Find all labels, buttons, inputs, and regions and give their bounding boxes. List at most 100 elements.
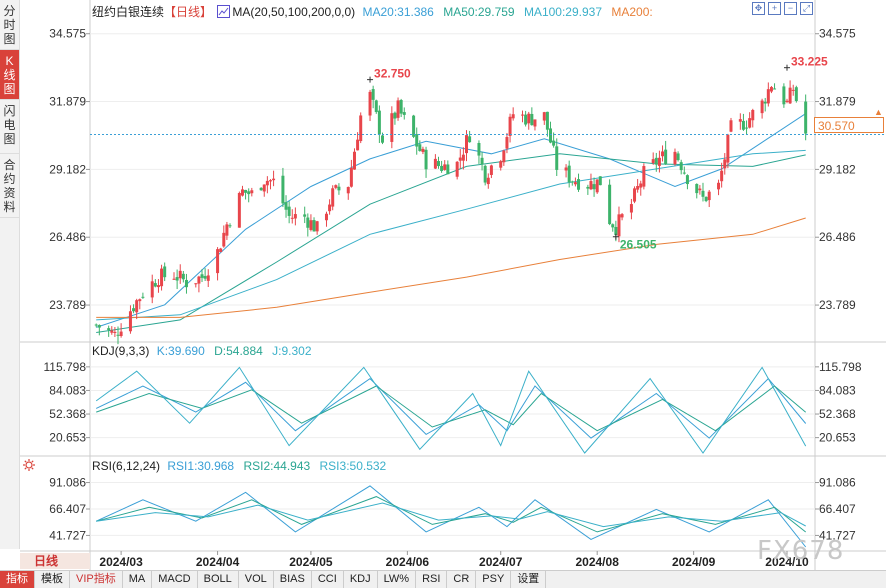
tab-settings[interactable]: 设置 [511,571,547,588]
ma200-value: MA200: [611,5,653,19]
kline-chart[interactable]: 34.575 34.575 31.879 31.879 29.182 29.182 26.4… [0,0,886,570]
candle-down [116,334,120,336]
tab-lightning[interactable]: 闪电图 [0,100,19,154]
candle-up [359,115,363,142]
kdj-j-value: J:9.302 [272,344,312,358]
candle-down [287,206,291,216]
candle-down [695,183,699,194]
candle-up [791,89,795,91]
candle-down [380,135,384,143]
tab-vol[interactable]: VOL [239,571,274,588]
candle-up [433,158,437,169]
candle-up [172,278,176,280]
candle-down [306,217,310,228]
candle-up [723,159,727,169]
indicator-tab-bar: 指标 模板 VIP指标 MA MACD BOLL VOL BIAS CCI KD… [0,570,886,588]
candle-up [620,214,624,218]
ma-label: MA(20,50,100,200,0,0) [232,5,356,19]
tab-kdj[interactable]: KDJ [344,571,378,588]
candle-down [555,146,559,170]
candle-down [415,134,419,147]
candle-up [178,270,182,279]
candle-up [589,181,593,190]
candle-up [639,183,643,188]
tab-cr[interactable]: CR [447,571,477,588]
period-selector[interactable]: 日线 [20,553,90,569]
candle-down [592,184,596,190]
candle-up [461,154,465,161]
candle-down [763,101,767,104]
tab-kline[interactable]: K线图 [0,50,19,100]
candle-down [412,115,416,137]
candle-up [368,91,372,116]
date-axis-label: 2024/03 [99,555,143,569]
candle-down [577,179,581,190]
rsi2-value: RSI2:44.943 [243,459,311,473]
price-axis-tick-label-left: 29.182 [49,162,86,176]
candle-down [741,120,745,130]
zoom-out-icon[interactable]: − [784,2,797,15]
ma20-value: MA20:31.386 [362,5,434,19]
candle-up [511,114,515,119]
candle-up [421,148,425,152]
price-arrow-icon: ▲ [874,107,883,117]
candle-up [160,268,164,287]
ma100-value: MA100:29.937 [523,5,602,19]
kdj-d-value: D:54.884 [214,344,263,358]
kdj-axis-tick-label-left: 52.368 [49,407,86,421]
tab-contract-info[interactable]: 合约资料 [0,154,19,218]
tab-vip-indicators[interactable]: VIP指标 [70,571,123,588]
candle-up [573,182,577,185]
candle-up [629,204,633,213]
rsi-axis-tick-label-left: 41.727 [49,528,86,542]
candle-up [110,330,114,333]
candle-down [773,88,777,90]
candle-down [393,112,397,119]
ma-settings-icon[interactable] [217,5,231,18]
zoom-in-icon[interactable]: + [768,2,781,15]
tab-templates[interactable]: 模板 [35,571,70,588]
candle-down [614,226,618,236]
tab-timeshare[interactable]: 分时图 [0,0,19,50]
rsi-line-rsi2 [96,496,807,533]
tab-indicators[interactable]: 指标 [0,571,35,588]
tab-macd[interactable]: MACD [152,571,198,588]
tab-psy[interactable]: PSY [476,571,512,588]
candle-up [346,187,350,194]
candle-up [265,180,269,186]
tab-lw[interactable]: LW% [378,571,417,588]
candle-up [119,331,123,336]
kdj-axis-tick-label-left: 20.653 [49,431,86,445]
move-icon[interactable]: ✥ [752,2,765,15]
price-axis-tick-label-right: 31.879 [819,95,856,109]
candle-down [682,172,686,174]
tab-rsi[interactable]: RSI [416,571,448,588]
candle-down [446,164,450,175]
candle-up [717,182,721,190]
tab-ma[interactable]: MA [123,571,153,588]
fullscreen-icon[interactable]: ⤢ [800,2,813,15]
candle-down [545,111,549,130]
candle-up [328,204,332,212]
candle-down [141,296,145,298]
candle-down [418,144,422,151]
watermark: FX678 [757,536,845,566]
candle-down [181,273,185,280]
indicator-settings-icon[interactable] [23,458,35,471]
candle-up [197,276,201,284]
candle-up [769,87,773,92]
candle-down [794,87,798,101]
candle-down [483,165,487,183]
tab-boll[interactable]: BOLL [198,571,239,588]
tab-bias[interactable]: BIAS [274,571,312,588]
current-price-value: 30.570 [818,119,855,133]
candle-down [377,110,381,135]
current-price-tag: 30.570 [814,117,884,133]
candle-down [745,127,749,129]
candle-down [132,308,136,312]
tab-cci[interactable]: CCI [312,571,344,588]
candle-up [309,220,313,230]
candle-down [549,128,553,143]
candle-down [371,89,375,100]
candle-up [458,157,462,161]
